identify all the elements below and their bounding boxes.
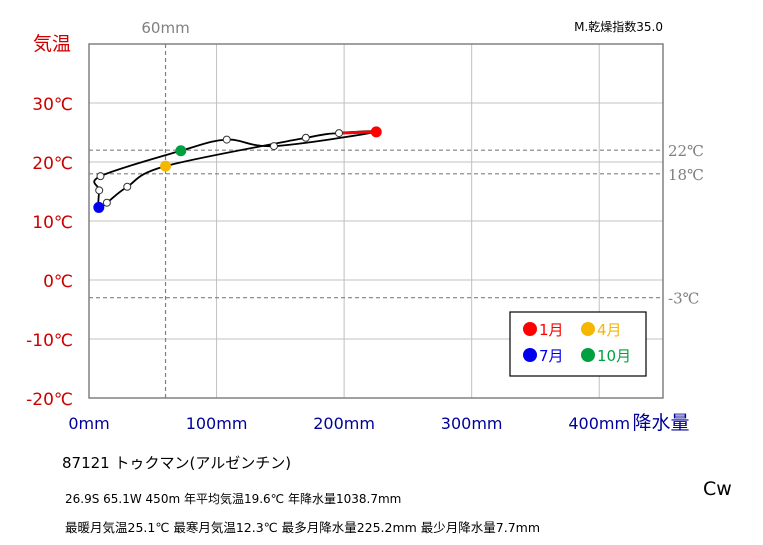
x-tick-label: 200mm bbox=[313, 414, 375, 433]
legend: 1月 4月 7月 10月 bbox=[509, 311, 647, 377]
legend-marker bbox=[523, 322, 537, 336]
month-point-1 bbox=[370, 126, 382, 138]
y-tick-label: -20℃ bbox=[26, 390, 73, 410]
y-tick-label: 0℃ bbox=[43, 272, 73, 292]
month-points bbox=[93, 126, 382, 213]
y-tick-label: -10℃ bbox=[26, 331, 73, 351]
month-point-9 bbox=[96, 172, 105, 181]
reference-label: 22℃ bbox=[668, 142, 704, 160]
month-point-3 bbox=[301, 133, 310, 142]
station-name: 87121 トゥクマン(アルゼンチン) bbox=[62, 454, 292, 472]
month-point-11 bbox=[222, 135, 231, 144]
january-segment bbox=[340, 130, 377, 135]
reference-label: 18℃ bbox=[668, 166, 704, 184]
climate-curve bbox=[93, 130, 380, 209]
reference-label: 60mm bbox=[141, 19, 189, 37]
aridity-index-label: M.乾燥指数35.0 bbox=[574, 19, 663, 34]
y-axis-label: 気温 bbox=[33, 33, 71, 55]
y-tick-label: 20℃ bbox=[32, 154, 73, 174]
x-tick-label: 300mm bbox=[441, 414, 503, 433]
x-tick-labels: 0mm 100mm 200mm 300mm 400mm bbox=[68, 414, 630, 433]
legend-marker bbox=[581, 322, 595, 336]
y-tick-label: 10℃ bbox=[32, 213, 73, 233]
month-point-8 bbox=[95, 186, 104, 195]
legend-label: 4月 bbox=[597, 321, 622, 339]
station-summary-line2: 最暖月気温25.1℃ 最寒月気温12.3℃ 最多月降水量225.2mm 最少月降… bbox=[65, 520, 541, 535]
x-tick-label: 100mm bbox=[186, 414, 248, 433]
x-tick-label: 400mm bbox=[568, 414, 630, 433]
legend-label: 7月 bbox=[539, 347, 564, 365]
station-summary-line1: 26.9S 65.1W 450m 年平均気温19.6℃ 年降水量1038.7mm bbox=[65, 492, 402, 506]
x-tick-label: 0mm bbox=[68, 414, 109, 433]
y-tick-labels: -20℃ -10℃ 0℃ 10℃ 20℃ 30℃ bbox=[26, 95, 73, 410]
month-point-2 bbox=[335, 129, 344, 138]
month-point-5 bbox=[123, 182, 132, 191]
legend-box bbox=[509, 311, 647, 377]
legend-marker bbox=[581, 348, 595, 362]
y-tick-label: 30℃ bbox=[32, 95, 73, 115]
month-point-4 bbox=[160, 160, 172, 172]
month-point-6 bbox=[102, 198, 111, 207]
month-point-7 bbox=[93, 201, 105, 213]
legend-label: 10月 bbox=[597, 347, 631, 365]
legend-marker bbox=[523, 348, 537, 362]
climate-class-label: Cw bbox=[703, 478, 732, 500]
month-point-10 bbox=[175, 145, 187, 157]
climate-curve-path bbox=[93, 130, 380, 209]
legend-label: 1月 bbox=[539, 321, 564, 339]
plot-frame bbox=[88, 43, 664, 399]
x-axis-label: 降水量 bbox=[632, 412, 689, 434]
reference-lines: 60mm 22℃ 18℃ -3℃ bbox=[89, 19, 704, 398]
reference-label: -3℃ bbox=[668, 290, 699, 308]
month-point-12 bbox=[269, 142, 278, 151]
